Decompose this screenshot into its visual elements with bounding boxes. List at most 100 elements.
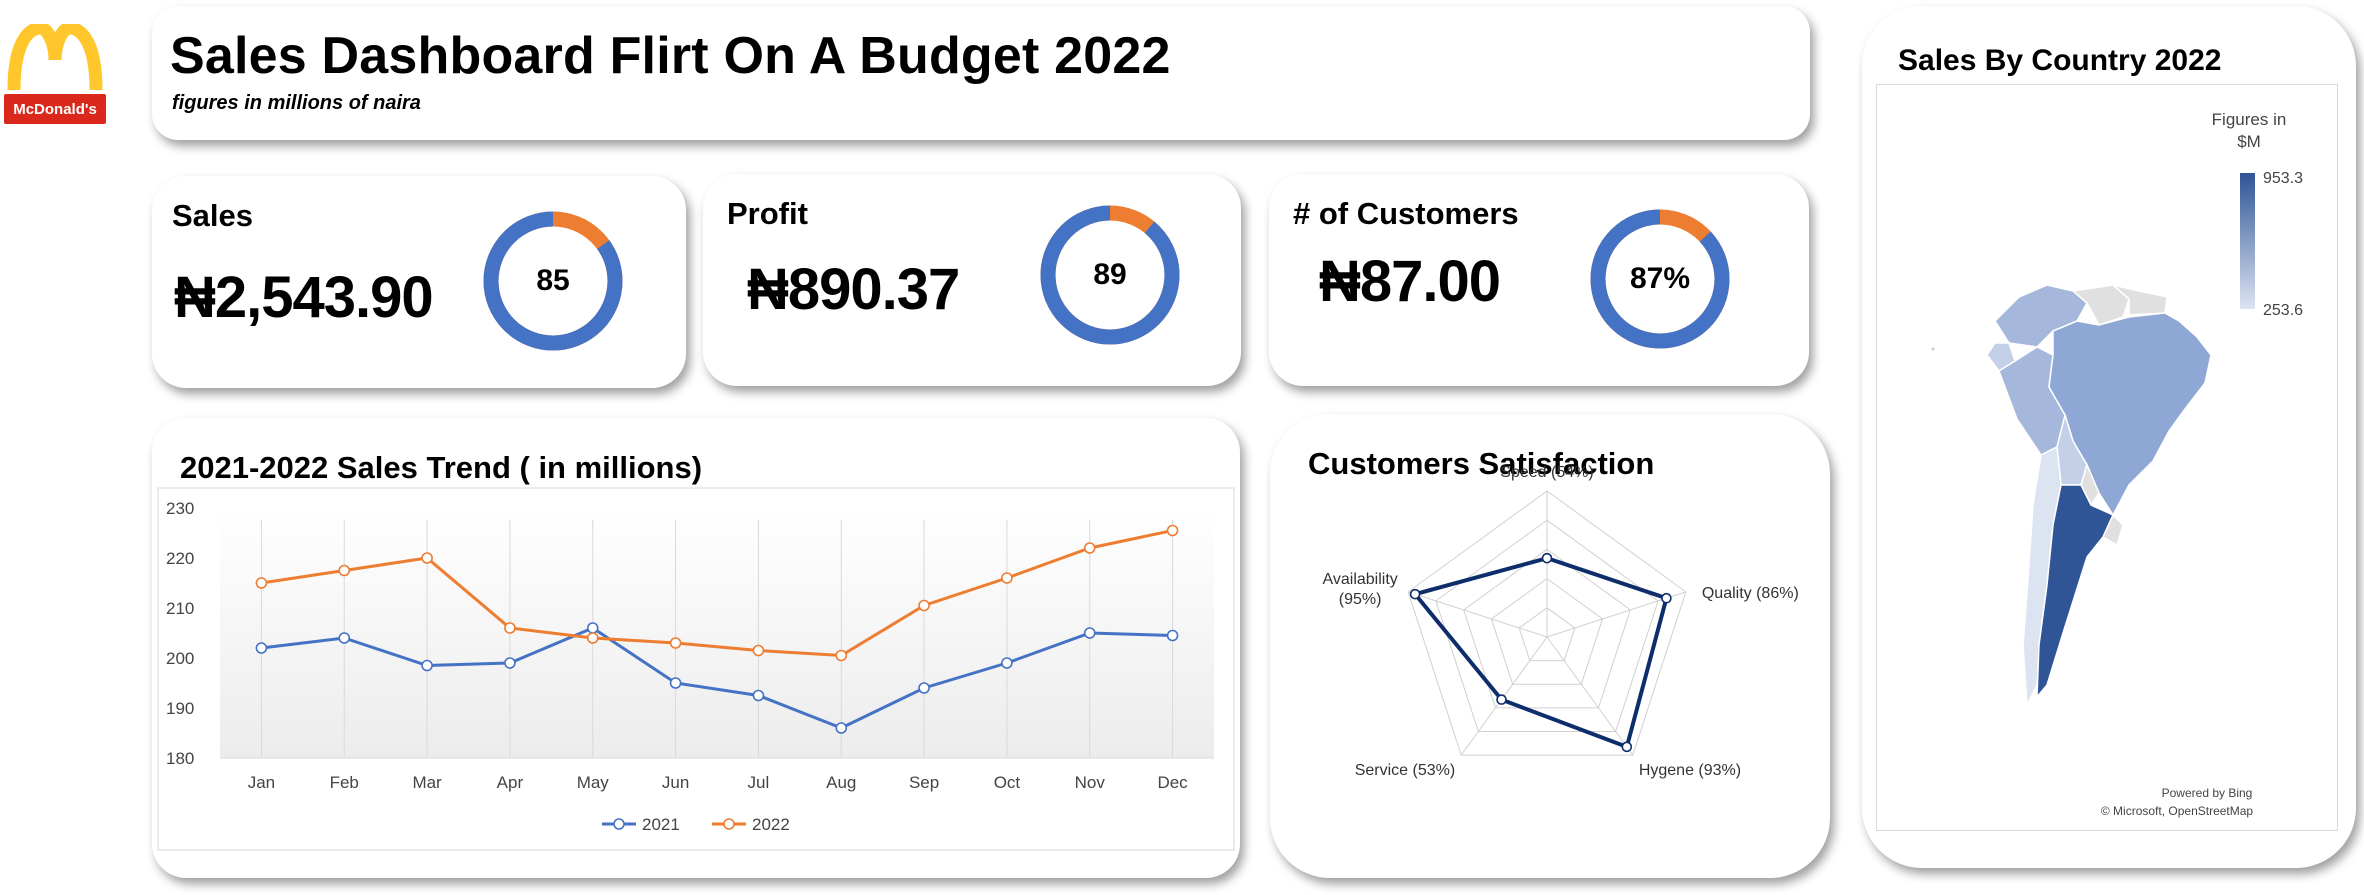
data-point-2022 [1166,524,1179,537]
y-tick-label: 190 [166,699,194,718]
x-tick-label: Jun [662,773,689,792]
country-uruguay [2102,513,2124,547]
radar-grid-ring [1463,548,1631,709]
data-point-2022 [1083,542,1096,554]
radar-point [1409,588,1421,600]
map-credit-2: © Microsoft, OpenStreetMap [2101,804,2254,818]
legend-min: 253.6 [2263,302,2303,319]
page-title: Sales Dashboard Flirt On A Budget 2022 [170,27,1171,85]
island-dot [1931,347,1935,351]
south-america-map: Figures in $M 953.3 253.6 [1931,110,2303,818]
data-point-2021 [1083,627,1096,639]
data-point-2021 [586,622,599,634]
legend-title-line1: Figures in [2212,110,2287,129]
logo-text: McDonald's [13,101,97,118]
kpi-value: ₦890.37 [747,257,960,322]
data-point-2021 [918,682,930,694]
series-line-2021 [261,626,1173,730]
radar-grid-ring [1407,490,1687,756]
data-point-2022 [918,599,930,612]
kpi-donut: 89 [1035,200,1185,350]
radar-series-line [1411,556,1669,750]
legend-marker [613,818,625,830]
kpi-card-customers: # of Customers ₦87.00 87% [1269,174,1809,386]
kpi-card-profit: Profit ₦890.37 89 [703,174,1241,386]
satisfaction-radar-chart: Speed (54%) Quality (86%) Hygene (93%) Serv… [1322,464,1799,779]
donut-label: 85 [536,264,570,297]
data-point-2021 [504,657,516,669]
chart-frame [157,487,1235,851]
legend-max: 953.3 [2263,170,2303,187]
legend-label: 2021 [642,815,680,834]
sales-by-country-card: Sales By Country 2022 Figures in $M 953.… [1862,6,2356,868]
donut-value-arc [1040,205,1180,345]
data-point-2021 [835,722,848,734]
data-point-2022 [586,632,599,644]
radar-axis-label: Quality (86%) [1702,585,1799,602]
data-point-2021 [752,689,765,702]
data-point-2022 [421,552,433,564]
x-tick-label: Feb [330,773,359,792]
title-card: Sales Dashboard Flirt On A Budget 2022 f… [152,6,1810,140]
data-point-2022 [338,564,351,577]
y-tick-label: 200 [166,649,194,668]
radar-axis-label-value: (95%) [1339,591,1382,608]
radar-point [1496,694,1507,705]
kpi-donut: 87% [1585,204,1735,354]
plot-area [220,508,1214,758]
data-point-2021 [1001,657,1013,669]
donut-value-arc [483,211,623,351]
data-point-2021 [421,659,433,672]
map-frame: Figures in $M 953.3 253.6 [1876,84,2338,831]
data-point-2022 [835,649,848,662]
data-point-2022 [669,637,682,649]
country-argentina [2036,484,2114,700]
series-line-2022 [261,529,1173,658]
x-tick-label: Jan [248,773,275,792]
kpi-card-sales: Sales ₦2,543.90 85 [152,176,686,388]
map-credit-1: Powered by Bing [2162,786,2253,800]
x-tick-label: Apr [497,773,524,792]
radar-grid-ring [1490,577,1604,685]
sales-trend-chart: 180 190 200 210 220 230 Jan Feb Mar Apr May Jun Jul… [157,487,1235,851]
legend-label: 2022 [752,815,790,834]
kpi-label: Profit [727,196,808,231]
x-tick-label: Dec [1157,773,1188,792]
data-point-2021 [255,642,268,654]
satisfaction-title: Customers Satisfaction [1308,446,1655,481]
data-point-2022 [255,577,268,589]
y-tick-label: 220 [166,549,194,568]
data-point-2021 [669,677,682,689]
radar-axis-label: Service (53%) [1355,762,1455,779]
data-point-2021 [338,632,351,644]
radar-point [1621,741,1633,753]
radar-spoke [1407,591,1548,638]
kpi-value: ₦87.00 [1319,249,1501,314]
y-tick-label: 210 [166,599,194,618]
radar-spoke [1546,636,1634,756]
y-tick-label: 180 [166,749,194,768]
donut-label: 87% [1629,262,1691,295]
donut-label: 89 [1093,258,1127,291]
x-tick-label: Aug [826,773,856,792]
x-tick-label: Oct [994,773,1021,792]
mcdonalds-logo: McDonald's [4,24,106,124]
radar-axis-label: Hygene (93%) [1639,762,1741,779]
y-tick-label: 230 [166,499,194,518]
x-tick-label: Jul [748,773,770,792]
x-tick-label: Sep [909,773,939,792]
data-point-2022 [504,622,516,634]
radar-point [1661,592,1672,604]
trend-title: 2021-2022 Sales Trend ( in millions) [180,450,703,485]
kpi-label: # of Customers [1293,196,1519,231]
satisfaction-card: Customers Satisfaction Speed (54%) Qualit… [1270,414,1830,878]
kpi-donut: 85 [478,206,628,356]
x-tick-label: Mar [412,773,442,792]
x-tick-label: May [577,773,610,792]
radar-axis-label: Availability [1322,571,1397,588]
radar-grid-ring [1518,607,1576,662]
data-point-2022 [1001,572,1013,584]
donut-value-arc [1590,209,1730,349]
data-point-2022 [752,644,765,657]
radar-point [1541,552,1553,564]
